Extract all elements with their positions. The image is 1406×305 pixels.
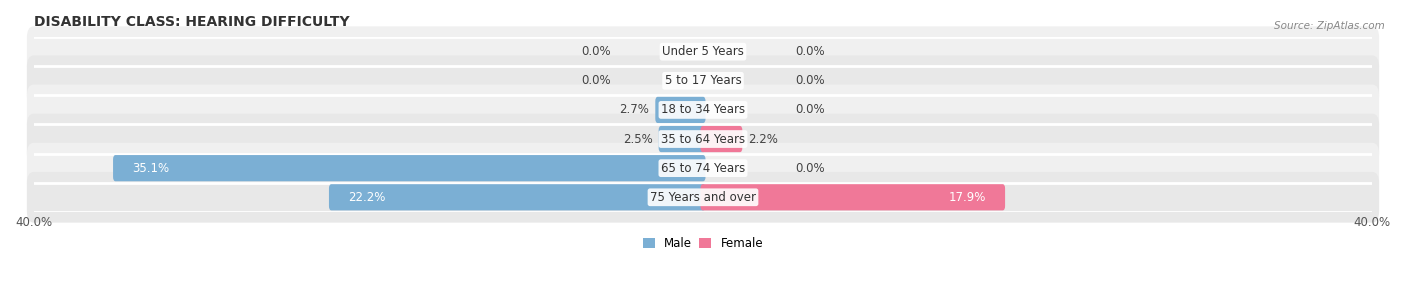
Text: 0.0%: 0.0% [581,74,612,87]
FancyBboxPatch shape [27,84,1379,135]
Legend: Male, Female: Male, Female [638,232,768,255]
Text: 0.0%: 0.0% [794,162,825,175]
Text: Source: ZipAtlas.com: Source: ZipAtlas.com [1274,21,1385,31]
FancyBboxPatch shape [329,184,706,210]
Text: DISABILITY CLASS: HEARING DIFFICULTY: DISABILITY CLASS: HEARING DIFFICULTY [34,15,349,29]
Text: 35.1%: 35.1% [132,162,170,175]
Text: 0.0%: 0.0% [581,45,612,58]
Text: Under 5 Years: Under 5 Years [662,45,744,58]
FancyBboxPatch shape [655,97,706,123]
FancyBboxPatch shape [27,26,1379,77]
FancyBboxPatch shape [27,114,1379,164]
FancyBboxPatch shape [112,155,706,181]
Text: 18 to 34 Years: 18 to 34 Years [661,103,745,117]
FancyBboxPatch shape [27,143,1379,193]
Text: 35 to 64 Years: 35 to 64 Years [661,133,745,145]
Text: 5 to 17 Years: 5 to 17 Years [665,74,741,87]
Text: 0.0%: 0.0% [794,45,825,58]
FancyBboxPatch shape [700,126,742,152]
Text: 22.2%: 22.2% [349,191,385,204]
Text: 2.7%: 2.7% [620,103,650,117]
Text: 17.9%: 17.9% [949,191,986,204]
FancyBboxPatch shape [700,184,1005,210]
Text: 2.5%: 2.5% [623,133,652,145]
Text: 65 to 74 Years: 65 to 74 Years [661,162,745,175]
FancyBboxPatch shape [658,126,706,152]
Text: 75 Years and over: 75 Years and over [650,191,756,204]
Text: 2.2%: 2.2% [748,133,778,145]
Text: 0.0%: 0.0% [794,74,825,87]
FancyBboxPatch shape [27,56,1379,106]
Text: 0.0%: 0.0% [794,103,825,117]
FancyBboxPatch shape [27,172,1379,223]
